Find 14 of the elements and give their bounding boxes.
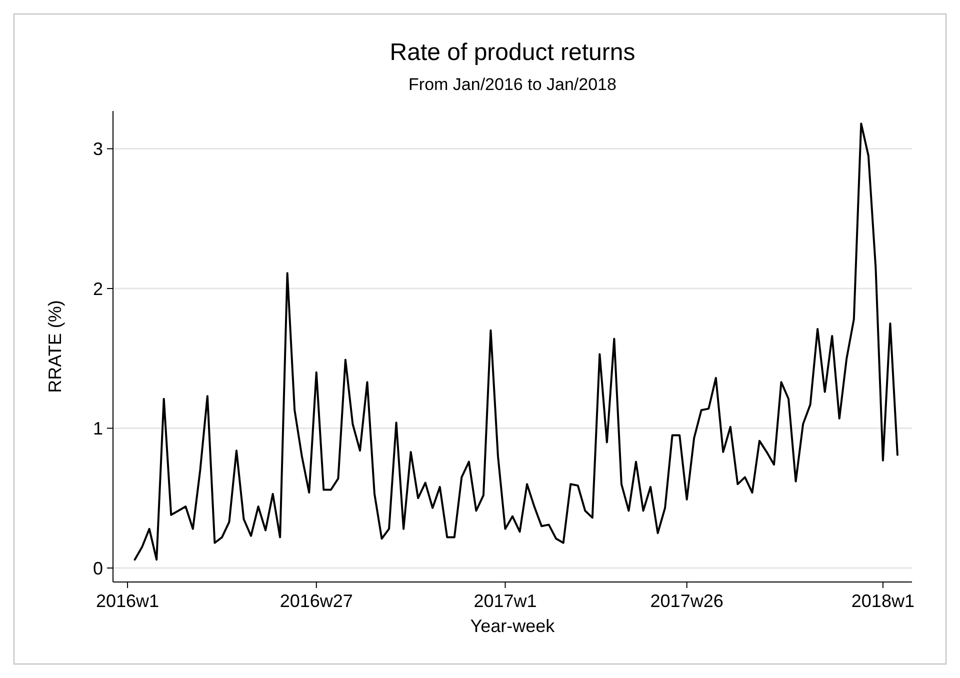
y-tick-label: 0: [92, 558, 103, 578]
x-tick-label: 2016w1: [96, 591, 160, 611]
y-tick-label: 3: [92, 139, 103, 160]
line-series: [134, 122, 898, 561]
y-tick-label: 2: [92, 278, 103, 299]
x-tick-label: 2016w27: [280, 591, 353, 611]
x-tick-label: 2017w1: [474, 591, 537, 611]
chart-subtitle: From Jan/2016 to Jan/2018: [408, 75, 616, 94]
y-tick-label: 1: [92, 418, 103, 439]
y-axis-title: RRATE (%): [45, 300, 65, 393]
x-tick-label: 2018w1: [851, 591, 914, 611]
x-tick-label: 2017w26: [650, 591, 724, 611]
chart-title: Rate of product returns: [390, 39, 636, 66]
x-axis-title: Year-week: [470, 616, 556, 636]
